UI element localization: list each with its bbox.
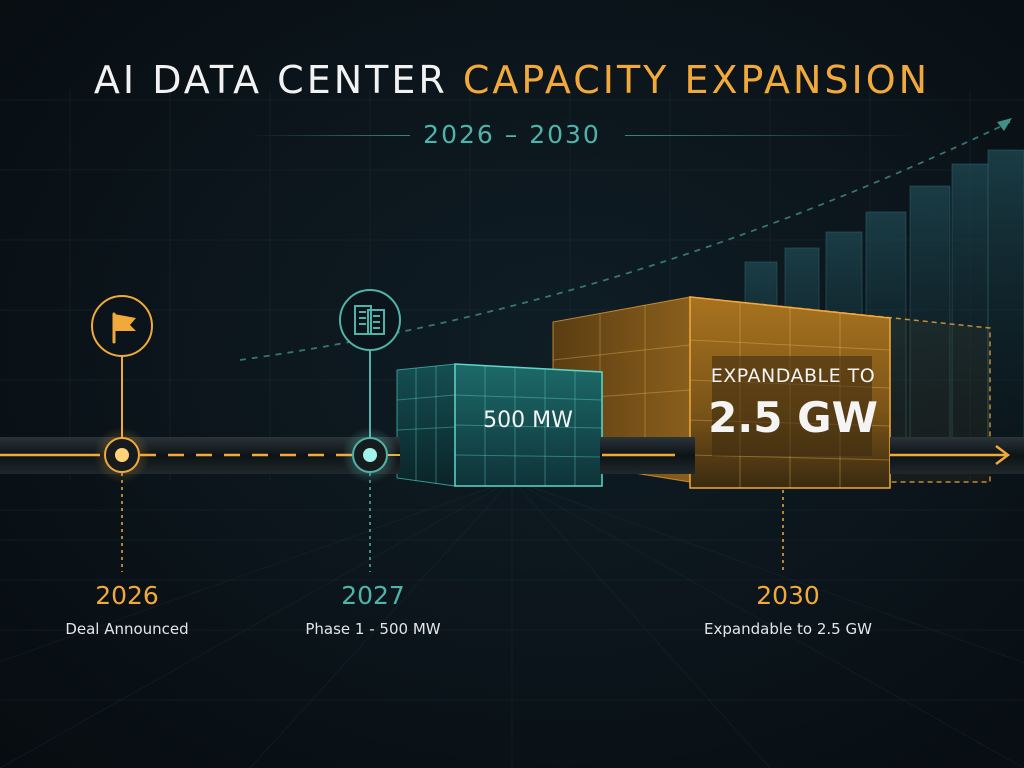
- milestone-year-2027: 2027: [341, 581, 405, 610]
- floor-grid: [0, 479, 1024, 768]
- flag-icon: [112, 312, 136, 344]
- page-title: AI DATA CENTER CAPACITY EXPANSION: [0, 58, 1024, 102]
- timeline-arrow-icon: [995, 445, 1011, 465]
- milestone-label-2027: Phase 1 - 500 MW: [305, 620, 441, 638]
- subtitle-divider-left: [250, 135, 410, 136]
- phase1-capacity-label: 500 MW: [483, 408, 573, 433]
- expandable-value-label: 2.5 GW: [708, 393, 878, 442]
- date-range: 2026 – 2030: [423, 120, 601, 149]
- building-icon: [354, 305, 385, 335]
- milestone-label-2026: Deal Announced: [65, 620, 189, 638]
- milestone-year-2030: 2030: [756, 581, 820, 610]
- phase1-block: [396, 363, 603, 487]
- timeline-track: [0, 437, 1024, 474]
- milestone-year-2026: 2026: [95, 581, 159, 610]
- title-part2: CAPACITY EXPANSION: [462, 58, 931, 102]
- title-part1: AI DATA CENTER: [93, 58, 448, 102]
- milestone-2027-marker: [339, 289, 401, 572]
- milestone-label-2030: Expandable to 2.5 GW: [704, 620, 872, 638]
- milestone-2026-marker: [91, 295, 153, 572]
- growth-trend-arrow: [239, 118, 1012, 361]
- subtitle-divider-right: [625, 135, 915, 136]
- expandable-prefix-label: EXPANDABLE TO: [710, 365, 876, 387]
